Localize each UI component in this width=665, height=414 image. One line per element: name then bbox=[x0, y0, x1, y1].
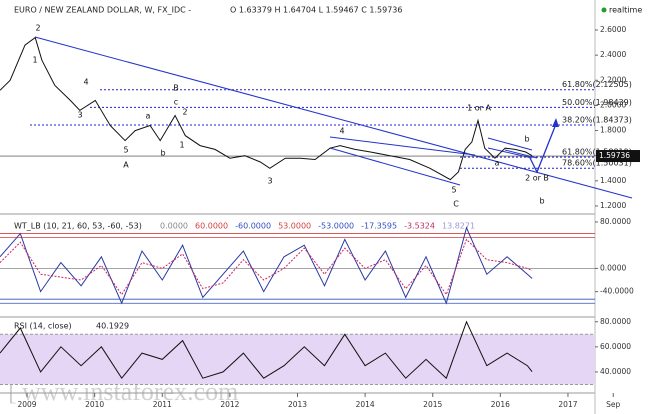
watermark: [ bbox=[8, 377, 17, 406]
wave-label: 4 bbox=[83, 78, 88, 87]
ohlc-readout: O 1.63379 H 1.64704 L 1.59467 C 1.59736 bbox=[230, 6, 402, 15]
indicator-value: 0.0000 bbox=[160, 222, 188, 231]
x-tick-label: Sep bbox=[606, 400, 620, 409]
trend-line bbox=[34, 36, 633, 199]
last-price-box bbox=[596, 150, 640, 163]
arrow-head bbox=[552, 118, 559, 127]
last-price-label: 1.59736 bbox=[599, 151, 630, 160]
chart-title: EURO / NEW ZEALAND DOLLAR, W, FX_IDC - bbox=[14, 6, 191, 15]
wave-label: 3 bbox=[77, 111, 82, 120]
y-tick-label: 2.4000 bbox=[600, 50, 626, 59]
x-tick-label: 2014 bbox=[356, 400, 375, 409]
series-line bbox=[0, 238, 533, 296]
wave-label: b bbox=[524, 135, 529, 144]
wave-label: 1 or A bbox=[467, 104, 491, 113]
series-line bbox=[0, 320, 533, 380]
wave-label: b bbox=[539, 197, 544, 206]
fib-label: 50.00%(1.98439) bbox=[562, 98, 632, 107]
indicator-value: -3.5324 bbox=[404, 222, 435, 231]
fib-label: 61.80%(2.12505) bbox=[562, 80, 632, 89]
x-tick-label: 2013 bbox=[288, 400, 307, 409]
y-tick-label: 0.0000 bbox=[600, 263, 626, 272]
wave-label: 1 bbox=[32, 56, 37, 65]
wave-label: B bbox=[173, 84, 179, 93]
wave-label: 4 bbox=[339, 127, 344, 136]
trend-line bbox=[329, 136, 476, 156]
y-tick-label: 2.6000 bbox=[600, 25, 626, 34]
wave-label: C bbox=[453, 200, 459, 209]
rsi-band bbox=[0, 334, 595, 385]
wave-label: A bbox=[123, 161, 129, 170]
fib-label: 78.60%(1.50031) bbox=[562, 159, 632, 168]
y-tick-label: -40.0000 bbox=[600, 287, 634, 296]
x-tick-label: 2017 bbox=[558, 400, 577, 409]
y-tick-label: 80.0000 bbox=[600, 217, 631, 226]
x-tick-label: 2009 bbox=[17, 400, 36, 409]
y-tick-label: 60.0000 bbox=[600, 342, 631, 351]
trend-line bbox=[504, 149, 538, 159]
status-label: realtime bbox=[609, 6, 642, 15]
indicator-title: RSI (14, close) bbox=[14, 322, 72, 331]
y-tick-label: 2.0000 bbox=[600, 100, 626, 109]
indicator-value: -17.3595 bbox=[361, 222, 397, 231]
fib-label: 38.20%(1.84373) bbox=[562, 116, 632, 125]
wave-label: 2 bbox=[182, 108, 187, 117]
wave-label: b bbox=[160, 149, 165, 158]
x-tick-label: 2012 bbox=[220, 400, 239, 409]
wave-label: 3 bbox=[267, 177, 272, 186]
indicator-value: 13.8271 bbox=[442, 222, 475, 231]
indicator-title: WT_LB (10, 21, 60, 53, -60, -53) bbox=[14, 222, 142, 231]
wave-label: 1 bbox=[179, 141, 184, 150]
y-tick-label: 80.0000 bbox=[600, 317, 631, 326]
x-tick-label: 2016 bbox=[491, 400, 510, 409]
wave-label: a bbox=[146, 112, 151, 121]
wave-label: c bbox=[174, 98, 178, 107]
series-line bbox=[0, 36, 533, 181]
wave-label: 5 bbox=[123, 146, 128, 155]
x-tick-label: 2010 bbox=[85, 400, 104, 409]
wave-label: a bbox=[495, 159, 500, 168]
y-tick-label: 1.2000 bbox=[600, 201, 626, 210]
indicator-value: 53.0000 bbox=[278, 222, 311, 231]
y-tick-label: 1.8000 bbox=[600, 126, 626, 135]
y-tick-label: 2.2000 bbox=[600, 75, 626, 84]
status-dot bbox=[601, 7, 607, 13]
rsi-value: 40.1929 bbox=[96, 322, 129, 331]
y-tick-label: 1.4000 bbox=[600, 176, 626, 185]
wave-label: 2 or B bbox=[525, 174, 549, 183]
trend-line bbox=[329, 147, 461, 186]
indicator-value: -53.0000 bbox=[318, 222, 354, 231]
trend-line bbox=[487, 137, 533, 151]
projection-arrow bbox=[529, 123, 557, 174]
wave-label: 5 bbox=[451, 186, 456, 195]
x-tick-label: 2015 bbox=[423, 400, 442, 409]
indicator-value: 60.0000 bbox=[195, 222, 228, 231]
wave-label: 2 bbox=[35, 24, 40, 33]
trend-line bbox=[487, 147, 533, 159]
y-tick-label: 40.0000 bbox=[600, 367, 631, 376]
x-tick-label: 2011 bbox=[153, 400, 172, 409]
indicator-value: -60.0000 bbox=[235, 222, 271, 231]
